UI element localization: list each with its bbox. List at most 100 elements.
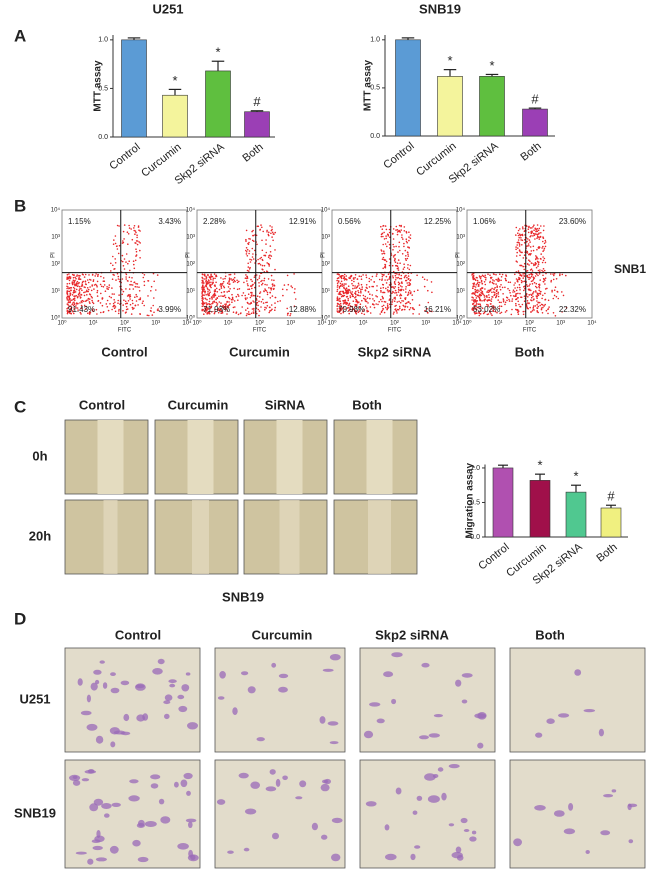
flow-event: [201, 280, 204, 282]
flow-event: [67, 301, 70, 304]
flow-event: [343, 273, 346, 276]
flow-event: [114, 258, 116, 260]
flow-event: [478, 307, 480, 309]
flow-event: [338, 298, 340, 300]
flow-event: [213, 284, 216, 287]
flow-event: [382, 267, 385, 270]
flow-event: [527, 288, 530, 291]
flow-event: [125, 273, 128, 276]
flow-event: [491, 291, 493, 294]
flow-event: [234, 306, 236, 308]
flow-event: [220, 283, 222, 285]
flow-event: [408, 236, 410, 238]
flow-event: [86, 289, 88, 292]
flow-event: [382, 243, 385, 246]
invaded-cell: [437, 767, 444, 772]
flow-event: [520, 237, 522, 239]
invasion-image: [509, 647, 646, 753]
flow-event: [517, 313, 520, 316]
flow-event: [133, 281, 136, 284]
invaded-cell: [627, 803, 632, 811]
flow-event: [536, 297, 538, 300]
flow-event: [114, 235, 117, 237]
flow-event: [542, 229, 545, 232]
flow-event: [337, 293, 340, 295]
flow-event: [266, 229, 268, 232]
flow-event: [135, 248, 137, 250]
invaded-cell: [177, 694, 185, 700]
flow-event: [359, 294, 361, 297]
invasion-image: [64, 759, 201, 869]
flow-event: [87, 281, 90, 284]
flow-y-tick: 10⁴: [186, 207, 196, 214]
flow-event: [532, 232, 535, 235]
flow-event: [106, 286, 108, 288]
flow-event: [96, 286, 98, 288]
flow-event: [492, 305, 495, 307]
flow-x-label: FITC: [118, 328, 132, 334]
flow-y-tick: 10⁰: [321, 315, 331, 322]
flow-event: [471, 299, 473, 301]
flow-event: [153, 297, 155, 299]
flow-event: [213, 295, 216, 297]
flow-event: [106, 306, 109, 308]
flow-event: [204, 297, 206, 300]
flow-event: [339, 309, 342, 312]
column-header: Both: [352, 397, 382, 412]
flow-event: [509, 281, 512, 284]
flow-event: [349, 291, 352, 293]
invaded-cell: [183, 772, 193, 780]
error-bar: [606, 504, 616, 508]
flow-event: [111, 287, 113, 289]
flow-event: [252, 312, 255, 315]
flow-event: [94, 283, 97, 286]
flow-event: [544, 241, 547, 243]
flow-event: [488, 296, 491, 299]
invaded-cell: [102, 682, 108, 689]
flow-event: [93, 288, 95, 290]
flow-event: [116, 248, 119, 250]
flow-event: [265, 251, 268, 254]
flow-event: [526, 285, 529, 288]
flow-event: [204, 306, 206, 308]
flow-event: [343, 294, 346, 297]
flow-event: [396, 273, 398, 275]
panel-label: C: [14, 397, 26, 416]
flow-event: [83, 300, 85, 303]
y-tick-label: 0.5: [370, 85, 380, 92]
flow-event: [78, 275, 80, 277]
flow-event: [487, 273, 489, 276]
flow-event: [73, 274, 75, 276]
flow-event: [401, 236, 403, 239]
quadrant-percent: 16.21%: [424, 305, 451, 314]
flow-event: [201, 277, 204, 279]
flow-event: [515, 278, 518, 280]
flow-event: [547, 308, 550, 310]
invaded-cell: [77, 678, 83, 686]
flow-event: [78, 289, 80, 292]
flow-event: [489, 280, 492, 283]
flow-event: [361, 312, 363, 315]
flow-event: [388, 290, 391, 292]
wound-gap: [276, 420, 303, 494]
flow-event: [107, 309, 110, 312]
flow-event: [347, 299, 350, 302]
flow-event: [95, 308, 98, 311]
flow-event: [495, 292, 498, 295]
flow-event: [220, 287, 223, 289]
flow-event: [505, 309, 508, 312]
flow-event: [121, 260, 124, 263]
flow-event: [269, 287, 272, 290]
flow-event: [498, 307, 501, 310]
flow-event: [233, 276, 236, 279]
flow-event: [287, 312, 290, 315]
flow-event: [249, 296, 252, 299]
flow-event: [336, 279, 338, 282]
flow-event: [293, 305, 296, 308]
flow-event: [228, 278, 231, 281]
flow-event: [347, 289, 349, 292]
flow-event: [67, 299, 70, 301]
flow-event: [481, 300, 483, 302]
flow-event: [251, 287, 253, 290]
flow-event: [266, 231, 268, 233]
